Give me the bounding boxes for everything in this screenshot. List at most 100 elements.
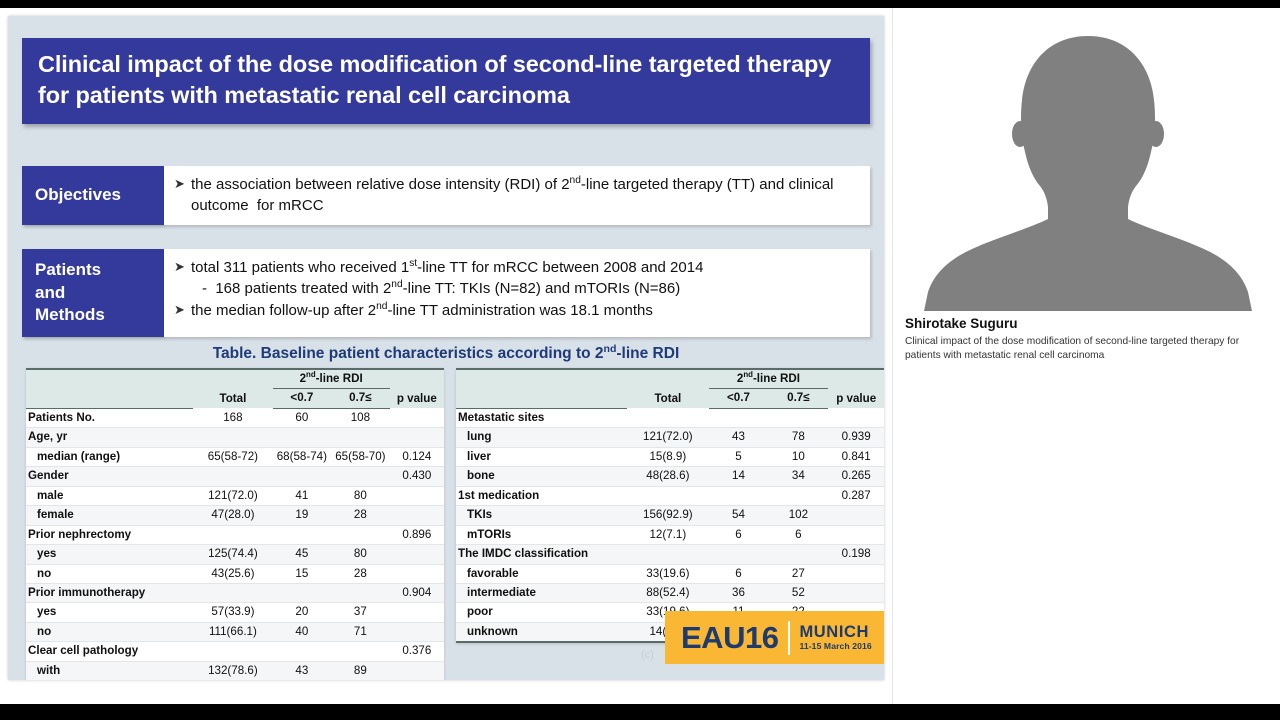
cell-total: 88(52.4) xyxy=(627,583,709,604)
table-row: Prior immunotherapy 0.904 xyxy=(26,583,444,604)
table-header-row-group: Total 2nd-line RDI p value xyxy=(26,367,444,409)
row-label: female xyxy=(26,505,194,526)
cell-pvalue: 0.124 xyxy=(389,447,444,468)
cell-ge07: 27 xyxy=(768,564,829,584)
cell-lt07: 15 xyxy=(272,564,332,584)
patients-methods-body: ➤ total 311 patients who received 1st-li… xyxy=(164,249,870,337)
cell-ge07: 78 xyxy=(768,427,829,448)
row-label: Prior nephrectomy xyxy=(26,525,194,546)
cell-total: 15(8.9) xyxy=(627,447,709,468)
cell-pvalue: 0.904 xyxy=(389,583,444,604)
table-row: mTORIs 12(7.1) 6 6 xyxy=(456,525,884,546)
cell-lt07 xyxy=(708,486,769,507)
cell-pvalue: 0.841 xyxy=(828,447,884,468)
table-body: Patients No. 168 60 108 Age, yr median (range… xyxy=(26,408,444,680)
cell-ge07: 71 xyxy=(331,622,390,643)
row-label: The IMDC classification xyxy=(456,544,628,565)
row-label: unknown xyxy=(456,622,628,644)
cell-pvalue xyxy=(389,622,444,643)
patients-methods-tag-line-1: Patients xyxy=(35,260,102,279)
cell-lt07 xyxy=(272,466,332,487)
cell-ge07 xyxy=(331,583,390,604)
person-silhouette-icon xyxy=(898,18,1278,311)
cell-pvalue: 0.896 xyxy=(389,525,444,546)
cell-lt07: 68(58-74) xyxy=(272,447,332,468)
cell-pvalue xyxy=(389,602,444,623)
cell-ge07: 108 xyxy=(331,408,390,429)
cell-pvalue xyxy=(389,408,444,429)
cell-ge07: 89 xyxy=(331,661,390,680)
cell-pvalue xyxy=(828,583,884,604)
cell-ge07: 34 xyxy=(768,466,829,487)
row-label: 1st medication xyxy=(456,486,628,507)
cell-pvalue: 0.265 xyxy=(828,466,884,487)
cell-ge07: 10 xyxy=(768,447,829,468)
header-ge07: 0.7≤ xyxy=(331,388,390,409)
header-total: Total xyxy=(193,367,273,409)
speaker-presentation-title: Clinical impact of the dose modification… xyxy=(905,336,1240,361)
header-blank xyxy=(26,368,194,389)
arrow-bullet-icon: ➤ xyxy=(174,301,185,317)
cell-total: 65(58-72) xyxy=(193,447,273,468)
cell-total: 43(25.6) xyxy=(193,564,273,584)
arrow-bullet-icon: ➤ xyxy=(174,259,185,274)
table-row: Gender 0.430 xyxy=(26,466,444,487)
cell-total: 57(33.9) xyxy=(193,602,273,623)
table-row: intermediate 88(52.4) 36 52 xyxy=(456,583,884,604)
header-rdi-group: 2nd-line RDI xyxy=(272,368,390,390)
slide-title-text: Clinical impact of the dose modification… xyxy=(38,51,832,109)
cell-total: 12(7.1) xyxy=(627,525,709,546)
content-band: Clinical impact of the dose modification… xyxy=(0,8,1280,704)
cell-ge07: 102 xyxy=(768,505,829,526)
cell-lt07: 43 xyxy=(708,427,769,448)
cell-total: 168 xyxy=(193,408,273,429)
data-table: Total 2nd-line RDI p value <0.7 0.7≤ Pat… xyxy=(26,367,444,680)
objectives-tag: Objectives xyxy=(22,166,164,225)
arrow-bullet-icon: ➤ xyxy=(174,176,185,191)
cell-ge07: 28 xyxy=(331,564,390,584)
cell-ge07 xyxy=(768,486,829,507)
cell-pvalue: 0.939 xyxy=(828,427,884,448)
cell-lt07: 60 xyxy=(272,408,332,429)
header-total: Total xyxy=(627,367,709,409)
table-row: Metastatic sites xyxy=(456,408,884,429)
table-header-row-sub: <0.7 0.7≤ xyxy=(456,388,884,409)
cell-total: 33(19.6) xyxy=(627,564,709,584)
row-label: no xyxy=(26,622,194,643)
row-label: median (range) xyxy=(26,447,194,468)
cell-lt07: 14 xyxy=(708,466,769,487)
eau-congress-logo: EAU16 MUNICH 11-15 March 2016 xyxy=(665,611,884,664)
slide-title: Clinical impact of the dose modification… xyxy=(22,38,870,125)
table-row: bone 48(28.6) 14 34 0.265 xyxy=(456,466,884,487)
patients-methods-tag-line-3: Methods xyxy=(35,305,105,325)
data-table: Total 2nd-line RDI p value <0.7 0.7≤ Met… xyxy=(456,367,884,644)
row-label: lung xyxy=(456,427,628,448)
objectives-bullet: ➤ the association between relative dose … xyxy=(174,174,860,217)
cell-pvalue xyxy=(389,661,444,680)
baseline-table-right: Total 2nd-line RDI p value <0.7 0.7≤ Met… xyxy=(456,367,884,644)
cell-pvalue: 0.430 xyxy=(389,466,444,487)
cell-lt07: 20 xyxy=(272,602,332,623)
eau-logo-dates: 11-15 March 2016 xyxy=(799,640,872,651)
cell-total: 47(28.0) xyxy=(193,505,273,526)
slide-viewer[interactable]: Clinical impact of the dose modification… xyxy=(0,8,892,696)
cell-lt07 xyxy=(272,525,332,546)
cell-lt07: 45 xyxy=(272,544,332,565)
header-blank-2 xyxy=(26,388,194,409)
row-label: Patients No. xyxy=(26,408,194,429)
speaker-panel: Shirotake Suguru Clinical impact of the … xyxy=(892,8,1280,704)
cell-ge07 xyxy=(331,427,390,448)
cell-pvalue xyxy=(828,564,884,584)
eau-logo-divider xyxy=(788,620,791,655)
patients-bullet-2: ➤ the median follow-up after 2nd-line TT… xyxy=(174,300,860,321)
table-row: yes 57(33.9) 20 37 xyxy=(26,602,444,623)
header-blank xyxy=(456,368,628,389)
row-label: liver xyxy=(456,447,628,468)
row-label: with xyxy=(26,661,194,680)
table-row: Age, yr xyxy=(26,427,444,448)
row-label: no xyxy=(26,564,194,584)
cell-ge07: 80 xyxy=(331,544,390,565)
cell-lt07 xyxy=(272,583,332,604)
cell-ge07: 6 xyxy=(768,525,829,546)
cell-total xyxy=(193,466,273,487)
